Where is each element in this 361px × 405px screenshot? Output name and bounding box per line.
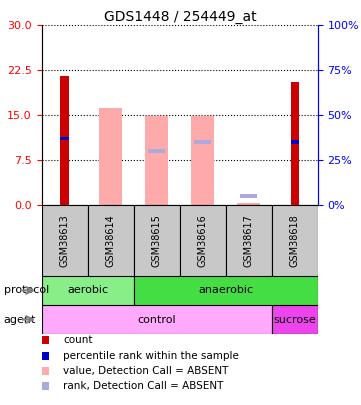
Text: GSM38613: GSM38613 (60, 214, 70, 267)
Text: anaerobic: anaerobic (198, 286, 253, 295)
Text: sucrose: sucrose (273, 315, 316, 324)
Bar (42, 382, 49, 390)
Bar (60, 137, 69, 141)
Text: control: control (137, 315, 176, 324)
Bar (42, 205, 88, 276)
Text: agent: agent (4, 315, 36, 324)
Text: GSM38616: GSM38616 (197, 214, 208, 267)
Text: value, Detection Call = ABSENT: value, Detection Call = ABSENT (63, 366, 229, 376)
Bar (194, 140, 211, 143)
Bar (148, 149, 165, 153)
Bar (272, 305, 318, 334)
Bar (191, 116, 214, 205)
Bar (60, 76, 69, 205)
Bar (226, 205, 272, 276)
Text: GSM38614: GSM38614 (105, 214, 116, 267)
Bar (272, 205, 318, 276)
Bar (145, 116, 168, 205)
Bar (42, 352, 49, 360)
Bar (134, 205, 180, 276)
Text: count: count (63, 335, 93, 345)
Bar (134, 276, 318, 305)
Text: protocol: protocol (4, 286, 49, 295)
Bar (240, 194, 257, 198)
Text: GSM38618: GSM38618 (290, 214, 300, 267)
Bar (237, 202, 260, 205)
Text: rank, Detection Call = ABSENT: rank, Detection Call = ABSENT (63, 382, 223, 391)
Text: GDS1448 / 254449_at: GDS1448 / 254449_at (104, 10, 257, 24)
Bar (99, 108, 122, 205)
Bar (42, 367, 49, 375)
Text: aerobic: aerobic (67, 286, 108, 295)
Bar (291, 82, 299, 205)
Bar (42, 336, 49, 344)
Bar (88, 205, 134, 276)
Text: percentile rank within the sample: percentile rank within the sample (63, 351, 239, 360)
Text: GSM38615: GSM38615 (152, 214, 162, 267)
Bar (291, 140, 299, 143)
Bar (42, 276, 134, 305)
Text: GSM38617: GSM38617 (244, 214, 254, 267)
Bar (180, 205, 226, 276)
Bar (42, 305, 272, 334)
